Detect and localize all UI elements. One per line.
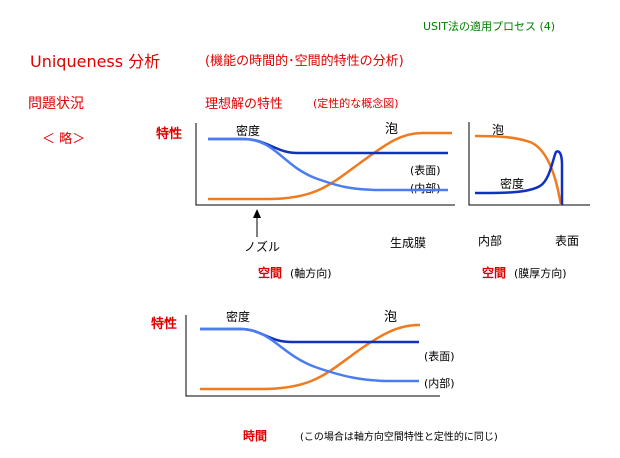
chart-axial-foam-curve [208,131,452,201]
chart-time-density-inner-curve [200,327,419,383]
chart-film-foam-curve [474,134,563,206]
chart-axial-density-surface-curve [208,137,448,155]
chart-film-axes [468,122,590,206]
chart-time-surface-label: (表面) [424,350,455,363]
chart-axial-ylabel: 特性 [156,127,183,142]
ideal-note: (定性的な概念図) [313,97,399,110]
chart-film-surface-label: 表面 [555,234,580,248]
chart-time-axes [185,315,440,397]
process-subtitle: USIT法の適用プロセス (4) [423,20,556,33]
title-sub: (機能の時間的･空間的特性の分析) [205,54,404,69]
chart-film-xlabel-red: 空間 [482,266,507,280]
chart-axial [195,123,455,237]
problem-heading: 問題状況 [28,96,84,112]
omitted-note: ＜ 略＞ [42,132,86,147]
chart-axial-xlabel: (軸方向) [290,267,332,280]
nozzle-arrowhead [253,209,261,218]
chart-axial-axes [195,123,455,206]
chart-film-inner-label: 内部 [478,234,503,248]
chart-time-ylabel: 特性 [151,317,178,332]
chart-axial-inner-label: (内部) [410,182,441,195]
chart-film-xlabel: (膜厚方向) [514,267,567,280]
chart-time-foam-curve [200,323,420,391]
chart-time-inner-label: (内部) [424,377,455,390]
chart-film-density-curve [474,150,564,205]
chart-film-density-label: 密度 [500,177,525,191]
chart-axial-density-label: 密度 [236,124,261,138]
chart-axial-film-label: 生成膜 [390,236,427,250]
chart-axial-surface-label: (表面) [410,164,441,177]
chart-film-foam-label: 泡 [492,123,505,137]
title-main: Uniqueness 分析 [30,52,161,71]
chart-axial-density-inner-curve [208,137,448,192]
ideal-heading: 理想解の特性 [205,97,284,112]
chart-axial-xlabel-red: 空間 [258,266,283,280]
chart-time-xlabel-red: 時間 [243,429,268,443]
chart-axial-foam-label: 泡 [385,122,399,137]
chart-time-xlabel: (この場合は軸方向空間特性と定性的に同じ) [300,432,498,443]
chart-time-foam-label: 泡 [384,310,398,325]
chart-time-density-label: 密度 [226,310,251,324]
chart-axial-nozzle-label: ノズル [244,240,281,254]
chart-film [468,122,590,206]
chart-time-density-surface-curve [200,327,419,344]
chart-time [185,315,440,397]
